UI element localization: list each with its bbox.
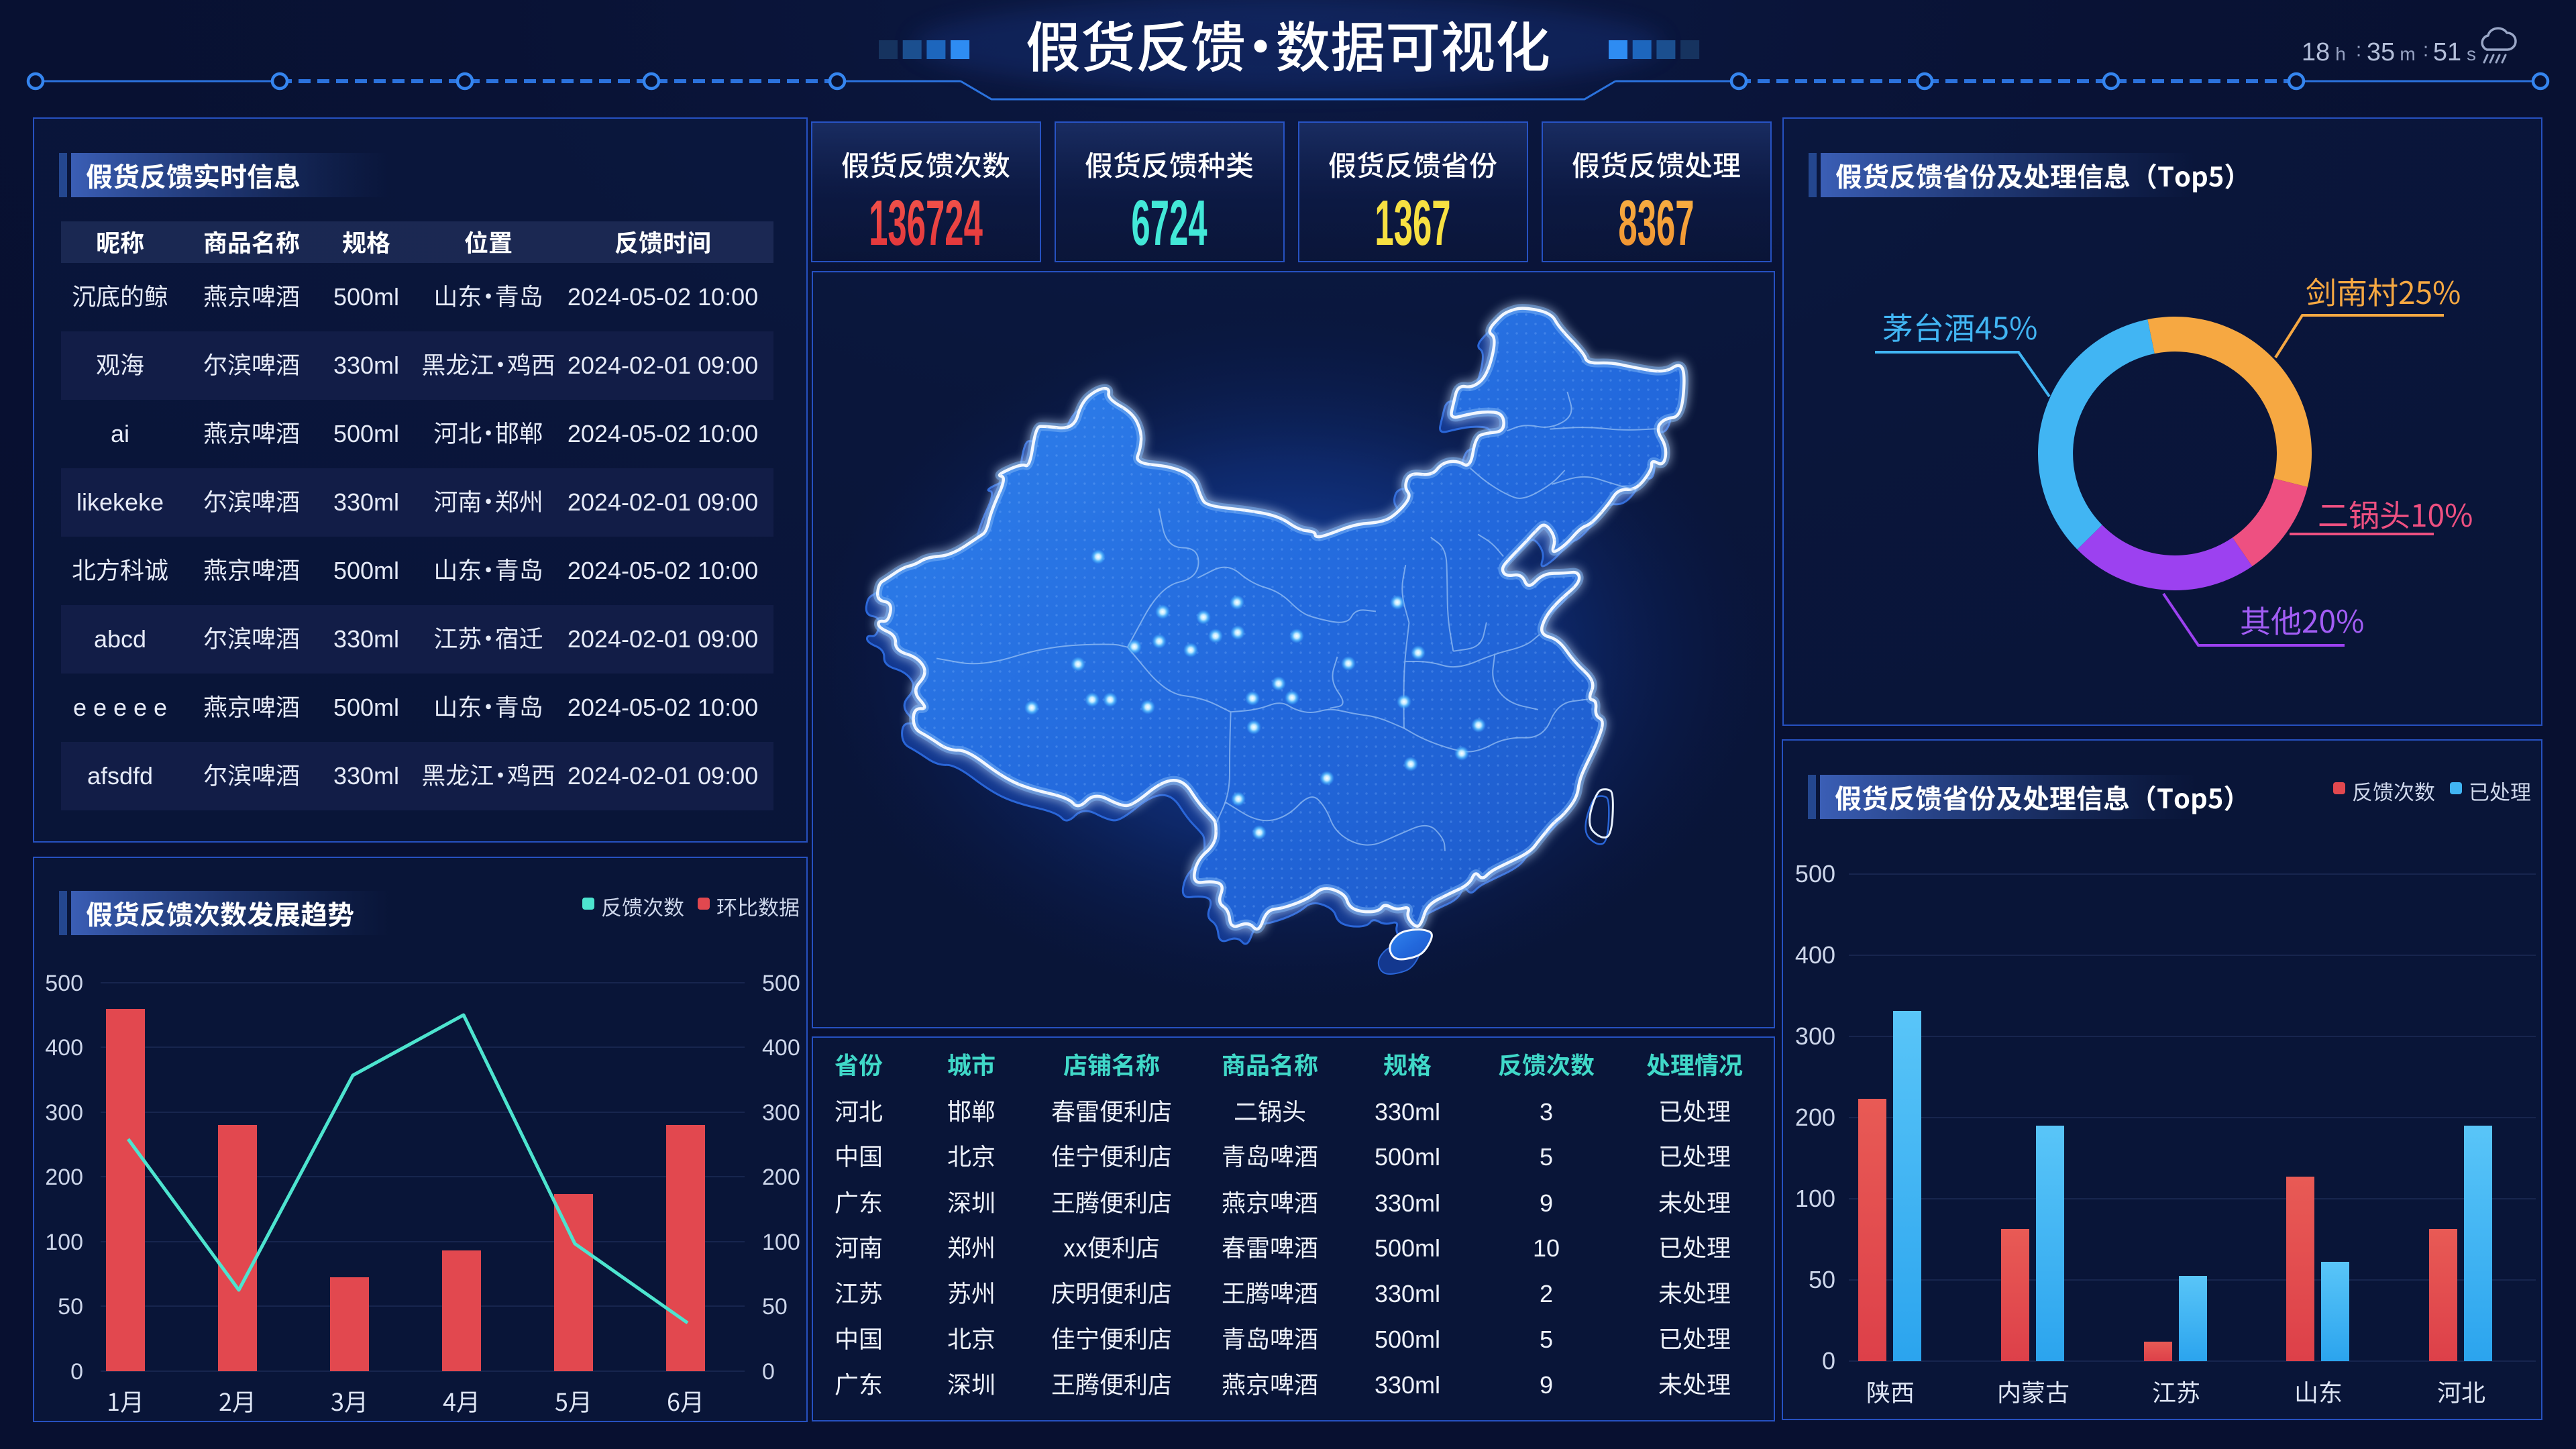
- svg-text:330ml: 330ml: [333, 488, 399, 516]
- svg-text:2024-02-01 09:00: 2024-02-01 09:00: [568, 762, 758, 790]
- svg-text:5: 5: [1540, 1143, 1553, 1171]
- svg-text:100: 100: [45, 1230, 83, 1255]
- svg-text:500ml: 500ml: [333, 557, 399, 584]
- svg-text:330ml: 330ml: [1375, 1098, 1440, 1126]
- svg-text:8367: 8367: [1618, 187, 1694, 259]
- svg-text:0: 0: [70, 1359, 83, 1385]
- svg-text:5: 5: [1540, 1326, 1553, 1353]
- svg-text:51: 51: [2433, 38, 2461, 66]
- svg-text:18: 18: [2302, 38, 2330, 66]
- svg-text:s: s: [2467, 44, 2476, 64]
- svg-text:136724: 136724: [869, 187, 983, 259]
- svg-text:0: 0: [762, 1359, 775, 1385]
- svg-text:2024-02-01 09:00: 2024-02-01 09:00: [568, 352, 758, 379]
- svg-text:400: 400: [762, 1035, 800, 1061]
- svg-text:1367: 1367: [1375, 187, 1450, 259]
- svg-text:200: 200: [1795, 1104, 1835, 1131]
- svg-text:2024-02-01 09:00: 2024-02-01 09:00: [568, 488, 758, 516]
- svg-text::: :: [2423, 39, 2428, 61]
- svg-text:10: 10: [1533, 1234, 1560, 1262]
- svg-text:2024-05-02 10:00: 2024-05-02 10:00: [568, 694, 758, 721]
- svg-text:500: 500: [762, 971, 800, 996]
- svg-text:0: 0: [1822, 1347, 1835, 1375]
- svg-text:200: 200: [762, 1165, 800, 1190]
- svg-text:50: 50: [1809, 1266, 1835, 1293]
- svg-text:afsdfd: afsdfd: [87, 762, 153, 790]
- svg-text:330ml: 330ml: [1375, 1280, 1440, 1307]
- svg-text:330ml: 330ml: [1375, 1371, 1440, 1399]
- svg-text:h: h: [2335, 44, 2346, 64]
- svg-text:300: 300: [1795, 1022, 1835, 1050]
- svg-text:9: 9: [1540, 1371, 1553, 1399]
- svg-text:500ml: 500ml: [1375, 1326, 1440, 1353]
- svg-text:500ml: 500ml: [333, 283, 399, 311]
- svg-text::: :: [2356, 39, 2361, 61]
- svg-text:500: 500: [1795, 860, 1835, 888]
- svg-text:200: 200: [45, 1165, 83, 1190]
- svg-text:500ml: 500ml: [1375, 1234, 1440, 1262]
- svg-text:50: 50: [762, 1294, 788, 1320]
- svg-text:abcd: abcd: [94, 625, 146, 653]
- svg-text:330ml: 330ml: [333, 352, 399, 379]
- svg-text:35: 35: [2367, 38, 2395, 66]
- svg-text:330ml: 330ml: [333, 762, 399, 790]
- svg-text:300: 300: [762, 1100, 800, 1126]
- svg-text:likekeke: likekeke: [76, 488, 164, 516]
- svg-text:2024-02-01 09:00: 2024-02-01 09:00: [568, 625, 758, 653]
- svg-text:300: 300: [45, 1100, 83, 1126]
- svg-text:500ml: 500ml: [333, 694, 399, 721]
- svg-text:m: m: [2400, 44, 2415, 64]
- svg-text:2024-05-02 10:00: 2024-05-02 10:00: [568, 557, 758, 584]
- svg-text:2: 2: [1540, 1280, 1553, 1307]
- svg-text:6724: 6724: [1131, 187, 1207, 259]
- svg-text:9: 9: [1540, 1189, 1553, 1217]
- svg-text:400: 400: [45, 1035, 83, 1061]
- svg-text:e e e e e: e e e e e: [73, 694, 167, 721]
- svg-text:500ml: 500ml: [333, 420, 399, 447]
- svg-text:400: 400: [1795, 941, 1835, 969]
- svg-text:3: 3: [1540, 1098, 1553, 1126]
- svg-text:ai: ai: [111, 420, 129, 447]
- svg-text:50: 50: [58, 1294, 83, 1320]
- svg-text:2024-05-02 10:00: 2024-05-02 10:00: [568, 283, 758, 311]
- svg-text:500: 500: [45, 971, 83, 996]
- svg-text:330ml: 330ml: [333, 625, 399, 653]
- svg-text:100: 100: [1795, 1185, 1835, 1212]
- svg-text:330ml: 330ml: [1375, 1189, 1440, 1217]
- svg-text:500ml: 500ml: [1375, 1143, 1440, 1171]
- svg-text:100: 100: [762, 1230, 800, 1255]
- svg-text:2024-05-02 10:00: 2024-05-02 10:00: [568, 420, 758, 447]
